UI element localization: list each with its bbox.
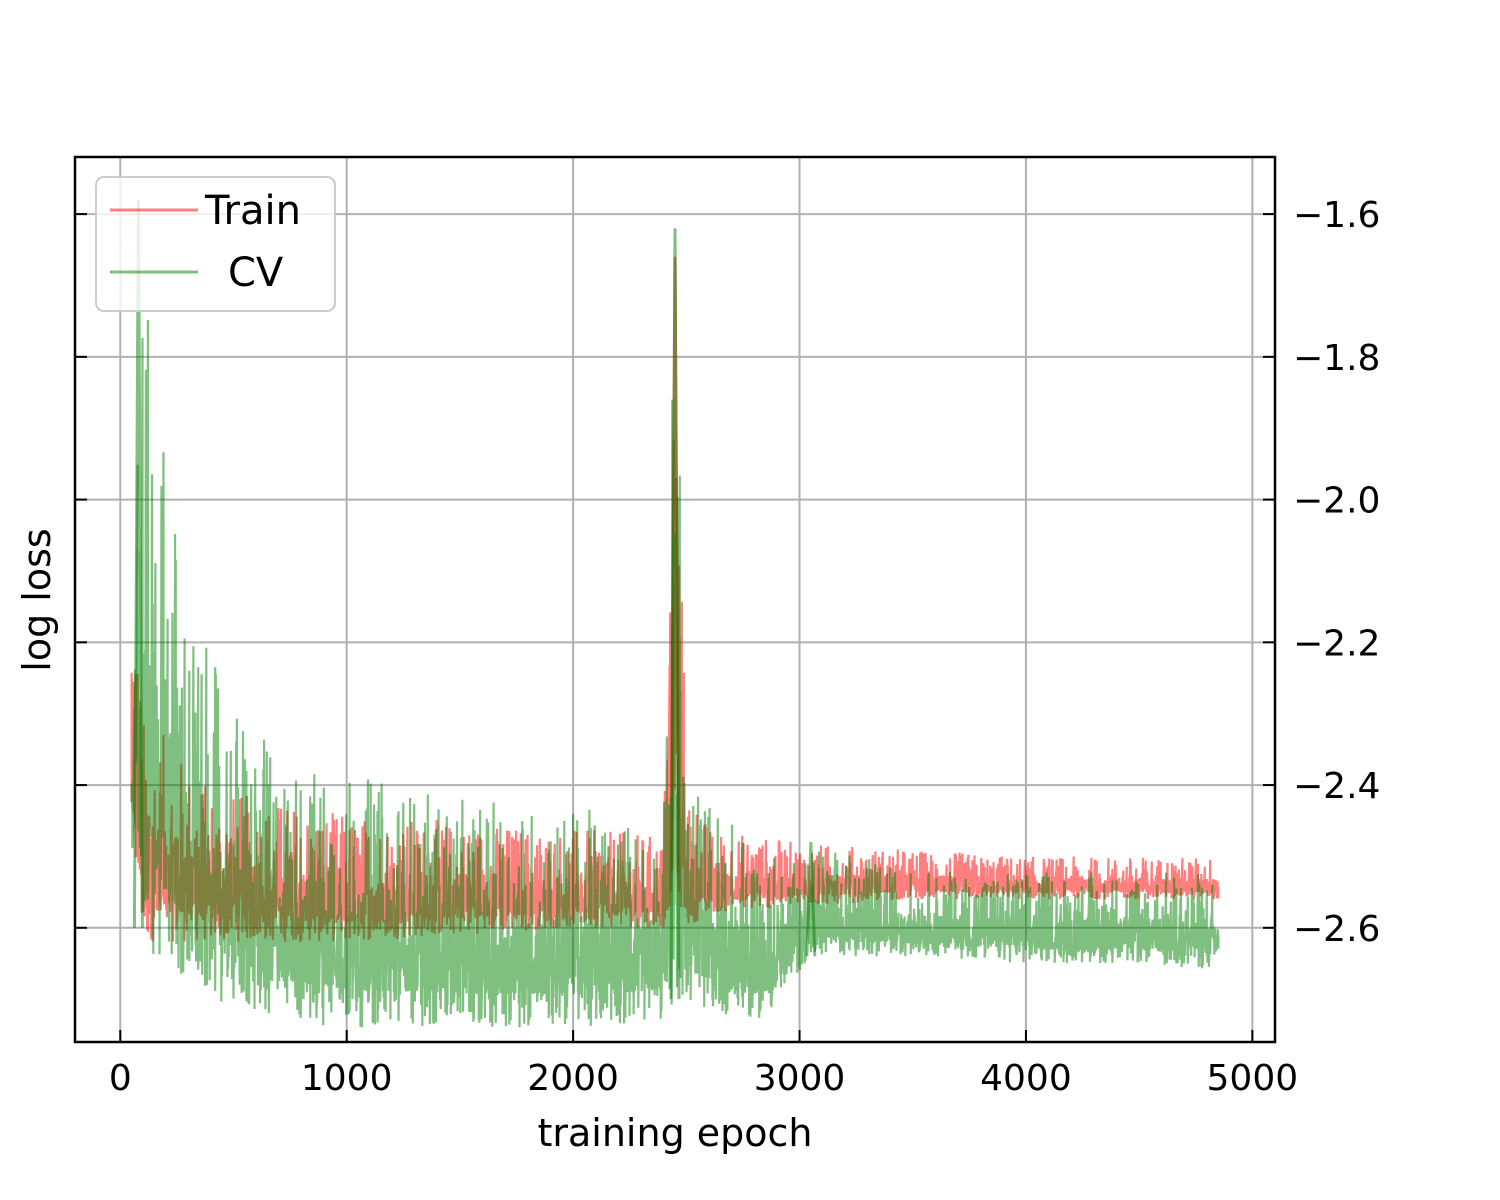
x-tick-label: 4000: [980, 1058, 1072, 1099]
series-cv: [130, 199, 1220, 1028]
x-tick-label: 3000: [754, 1058, 846, 1099]
y-tick-label: −2.0: [1293, 481, 1380, 522]
x-tick-label: 2000: [527, 1058, 619, 1099]
series-layer: [130, 199, 1220, 1028]
legend: Train CV: [95, 176, 336, 312]
legend-train-label: Train: [204, 188, 301, 234]
legend-cv-label: CV: [228, 250, 284, 296]
x-tick-label: 5000: [1207, 1058, 1299, 1099]
y-tick-label: −1.6: [1293, 195, 1380, 236]
series-line-cv: [130, 319, 1220, 1028]
x-axis-title: training epoch: [537, 1111, 812, 1155]
plot-frame: [73, 155, 1277, 1044]
y-tick-label: −1.8: [1293, 338, 1380, 379]
y-axis-title: log loss: [15, 528, 59, 671]
series-peak-cv: [669, 228, 681, 1000]
series-peak-cv: [805, 842, 817, 957]
y-tick-label: −2.6: [1293, 909, 1380, 950]
ticks: 0 1000 2000 3000 4000 5000 −1.6 −1.8 −2.0 −2.2 −2.…: [75, 195, 1380, 1099]
x-tick-label: 1000: [301, 1058, 393, 1099]
x-tick-label: 0: [109, 1058, 132, 1099]
y-tick-label: −2.4: [1293, 766, 1380, 807]
y-tick-label: −2.2: [1293, 623, 1380, 664]
